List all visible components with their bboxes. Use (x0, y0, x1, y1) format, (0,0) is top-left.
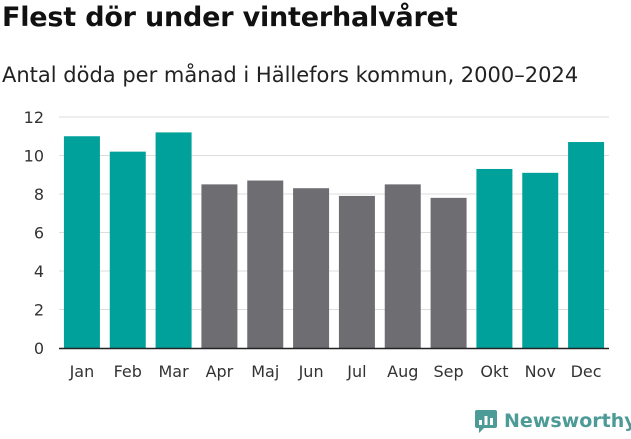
bar-nov (522, 172, 559, 348)
x-tick-label: Jun (298, 362, 324, 381)
bar-maj (247, 180, 284, 348)
bar-feb (109, 151, 146, 348)
brand-name: Newsworthy (504, 410, 631, 432)
y-tick-label: 2 (34, 301, 44, 320)
y-tick-label: 4 (34, 262, 44, 281)
y-tick-label: 10 (24, 147, 44, 166)
y-axis-labels: 0 2 4 6 8 10 12 (24, 108, 44, 358)
gridlines (59, 116, 609, 310)
x-axis-labels: Jan Feb Mar Apr Maj Jun Jul Aug Sep Okt Nov Dec (69, 362, 602, 381)
chart-subtitle: Antal döda per månad i Hällefors kommun,… (2, 63, 579, 87)
bar-okt (476, 168, 513, 348)
chart-title: Flest dör under vinterhalvåret (2, 2, 458, 33)
bars (63, 132, 605, 348)
x-tick-label: Apr (206, 362, 234, 381)
x-tick-label: Okt (480, 362, 508, 381)
bar-aug (384, 184, 421, 348)
x-tick-label: Jan (69, 362, 95, 381)
newsworthy-logo: Newsworthy (474, 406, 631, 436)
y-tick-label: 12 (24, 108, 44, 127)
bar-mar (155, 132, 192, 348)
x-tick-label: Maj (251, 362, 279, 381)
bar-sep (430, 197, 467, 348)
bar-apr (201, 184, 238, 348)
x-tick-label: Dec (571, 362, 602, 381)
newsworthy-icon (475, 410, 497, 433)
x-tick-label: Jul (346, 362, 366, 381)
y-tick-label: 0 (34, 339, 44, 358)
x-tick-label: Mar (158, 362, 189, 381)
y-tick-label: 6 (34, 224, 44, 243)
bar-jan (63, 136, 100, 348)
bar-dec (568, 142, 605, 348)
x-tick-label: Feb (114, 362, 142, 381)
bar-jul (338, 195, 375, 348)
x-tick-label: Aug (387, 362, 418, 381)
x-tick-label: Nov (525, 362, 556, 381)
bar-jun (293, 188, 330, 348)
y-tick-label: 8 (34, 185, 44, 204)
x-tick-label: Sep (434, 362, 464, 381)
